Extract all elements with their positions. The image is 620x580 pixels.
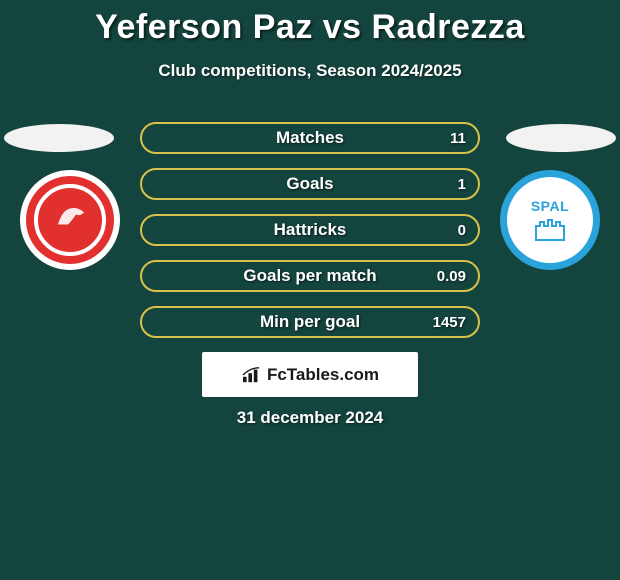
stat-label: Matches <box>276 128 344 148</box>
stat-label: Min per goal <box>260 312 360 332</box>
stat-value: 0 <box>458 222 466 239</box>
stat-label: Goals <box>286 174 333 194</box>
stat-row-matches: Matches 11 <box>140 122 480 154</box>
brand-watermark: FcTables.com <box>202 352 418 397</box>
stat-label: Goals per match <box>243 266 376 286</box>
stat-value: 1 <box>458 176 466 193</box>
stat-label: Hattricks <box>274 220 347 240</box>
bar-chart-icon <box>241 366 263 384</box>
stat-row-hattricks: Hattricks 0 <box>140 214 480 246</box>
stats-panel: Matches 11 Goals 1 Hattricks 0 Goals per… <box>140 122 480 352</box>
stat-row-goals: Goals 1 <box>140 168 480 200</box>
castle-icon <box>530 216 570 242</box>
stat-value: 0.09 <box>437 268 466 285</box>
stat-row-min-per-goal: Min per goal 1457 <box>140 306 480 338</box>
brand-text: FcTables.com <box>267 365 379 385</box>
comparison-title: Yeferson Paz vs Radrezza <box>0 0 620 47</box>
stat-value: 11 <box>450 130 466 147</box>
griffin-icon <box>50 203 90 233</box>
team-badge-right-label: SPAL <box>530 198 570 242</box>
player-right-shadow <box>506 124 616 152</box>
snapshot-date: 31 december 2024 <box>0 408 620 428</box>
subtitle: Club competitions, Season 2024/2025 <box>0 61 620 81</box>
team-badge-right: SPAL <box>500 170 600 270</box>
team-badge-left <box>20 170 120 270</box>
player-left-shadow <box>4 124 114 152</box>
stat-value: 1457 <box>433 314 466 331</box>
team-badge-left-label <box>50 203 90 238</box>
stat-row-goals-per-match: Goals per match 0.09 <box>140 260 480 292</box>
